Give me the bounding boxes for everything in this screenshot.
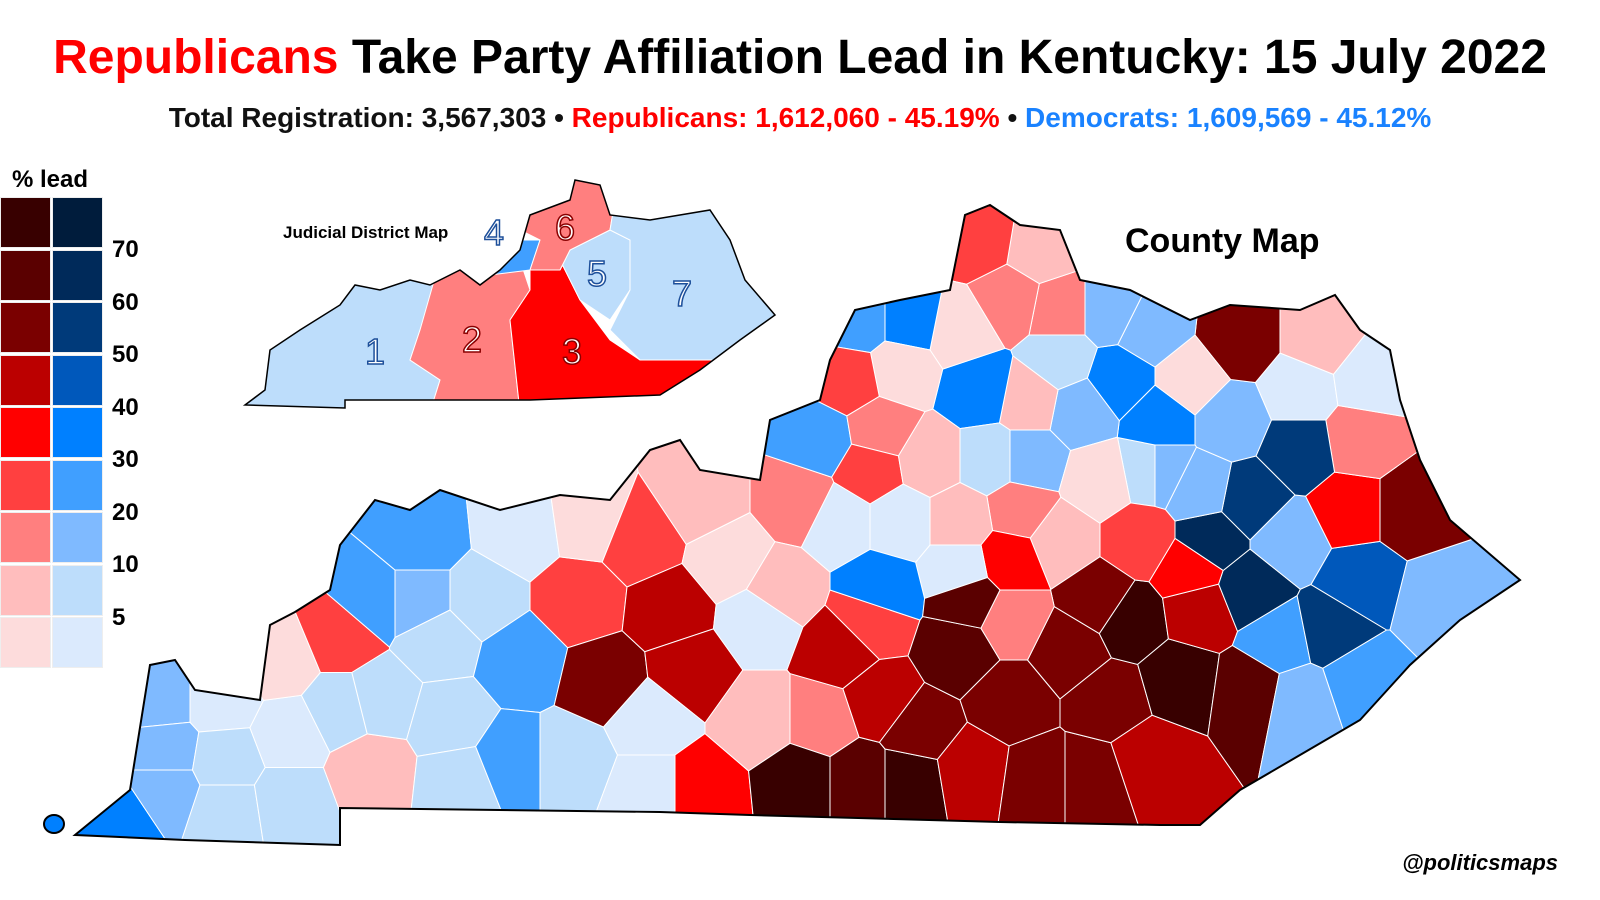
- district-7: [609, 180, 775, 361]
- democrat-total: Democrats: 1,609,569 - 45.12%: [1025, 102, 1432, 133]
- county: [748, 742, 831, 845]
- legend-label: 60: [112, 288, 139, 316]
- legend-swatch-red: [0, 197, 51, 248]
- legend-swatch-red: [0, 564, 51, 616]
- inset-title: Judicial District Map: [283, 223, 448, 242]
- legend-swatch-red: [0, 249, 51, 301]
- kentucky-outline: [72, 203, 1522, 847]
- legend-swatch-red: [0, 302, 51, 353]
- county: [693, 338, 853, 478]
- district-label: 3: [562, 331, 582, 372]
- district-1: [245, 269, 441, 408]
- county: [1194, 205, 1281, 384]
- district-label: 4: [484, 212, 504, 253]
- county: [1154, 444, 1198, 510]
- inset-outline: [242, 179, 777, 409]
- county: [959, 422, 1011, 497]
- county: [1325, 404, 1457, 480]
- credit: @politicsmaps: [1402, 850, 1558, 875]
- legend-swatch-blue: [52, 564, 103, 616]
- legend-swatch-blue: [52, 197, 103, 248]
- county: [189, 588, 265, 733]
- legend-swatch-red: [0, 512, 51, 563]
- county: [922, 576, 1001, 629]
- republican-total: Republicans: 1,612,060 - 45.19%: [571, 102, 1000, 133]
- legend-swatch-red: [0, 617, 51, 668]
- district-label: 7: [672, 273, 692, 314]
- county: [75, 205, 191, 736]
- total-registration: Total Registration: 3,567,303: [168, 102, 547, 133]
- county-map-title: County Map: [1125, 222, 1320, 260]
- legend-swatch-blue: [52, 249, 103, 301]
- legend-swatch-blue: [52, 459, 103, 511]
- legend-label: 20: [112, 498, 139, 526]
- district-label: 1: [365, 331, 385, 372]
- county-map: [75, 205, 1520, 845]
- map-title: Republicans Take Party Affiliation Lead …: [0, 30, 1600, 85]
- district-label: 2: [462, 319, 482, 360]
- legend-swatch-blue: [52, 617, 103, 668]
- legend-swatch-blue: [52, 302, 103, 353]
- legend-label: 10: [112, 551, 139, 578]
- separator: •: [999, 102, 1026, 133]
- district-label: 6: [555, 207, 575, 248]
- legend-swatch-blue: [52, 407, 103, 458]
- legend-label: 30: [112, 446, 139, 473]
- fulton-exclave: [43, 814, 65, 834]
- county: [800, 481, 871, 573]
- district-label: 5: [587, 253, 607, 294]
- legend-swatch-blue: [52, 354, 103, 406]
- legend-label: 5: [112, 603, 126, 631]
- legend-label: 50: [112, 341, 139, 368]
- legend-swatch-red: [0, 407, 51, 458]
- legend-label: 70: [112, 236, 139, 263]
- county: [1279, 205, 1515, 375]
- separator: •: [546, 102, 572, 133]
- judicial-district-map: [245, 180, 775, 408]
- county: [936, 721, 1010, 845]
- title-rest: Take Party Affiliation Lead in Kentucky:…: [338, 31, 1547, 84]
- county: [1332, 205, 1520, 426]
- county: [1006, 205, 1188, 285]
- legend-label: 40: [112, 393, 139, 421]
- legend-title: % lead: [12, 166, 89, 193]
- county: [832, 205, 1027, 285]
- legend-swatch-red: [0, 354, 51, 406]
- district-2: [409, 259, 531, 408]
- county: [75, 721, 200, 771]
- subtitle: Total Registration: 3,567,303 • Republic…: [0, 102, 1600, 134]
- legend-swatch-red: [0, 459, 51, 511]
- legend-swatch-blue: [52, 512, 103, 563]
- county: [1379, 379, 1520, 562]
- title-republicans: Republicans: [53, 31, 339, 84]
